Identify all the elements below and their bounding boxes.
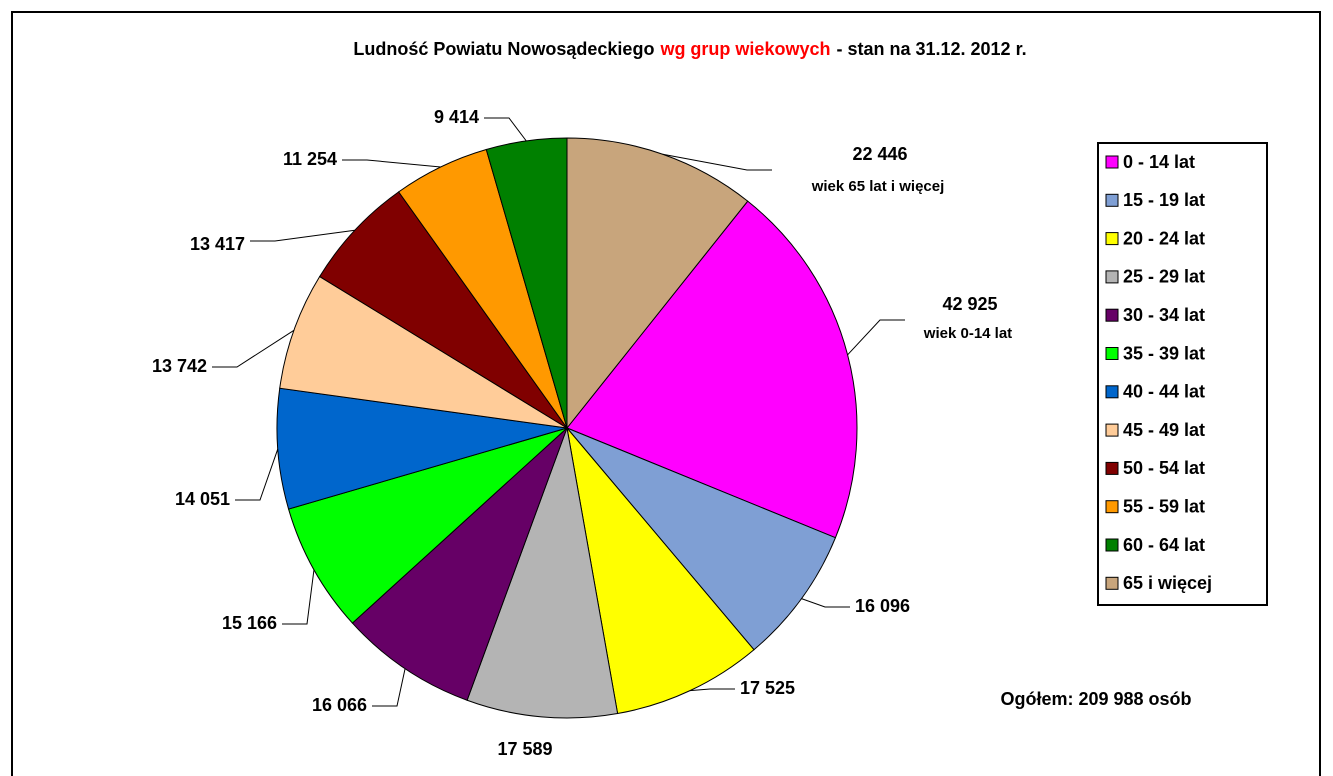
legend-label: 55 - 59 lat: [1123, 496, 1205, 516]
title-part: - stan na 31.12. 2012 r.: [836, 39, 1026, 59]
legend-label: 50 - 54 lat: [1123, 458, 1205, 478]
leader-line: [250, 229, 355, 242]
legend-label: 20 - 24 lat: [1123, 228, 1205, 248]
pie-slice: [319, 191, 568, 429]
data-label: 15 166: [222, 613, 277, 633]
pie-slice: [466, 426, 619, 719]
data-label: 9 414: [434, 107, 479, 127]
legend-swatch: [1105, 232, 1119, 246]
chart-title: Ludność Powiatu Nowosądeckiego wg grup wi…: [353, 39, 1026, 59]
legend-label: 25 - 29 lat: [1123, 267, 1205, 287]
legend-swatch: [1105, 270, 1119, 284]
legend-label: 65 i więcej: [1123, 573, 1212, 593]
legend-label: 45 - 49 lat: [1123, 420, 1205, 440]
pie-slice: [279, 275, 568, 429]
title-part: Ludność Powiatu Nowosądeckiego: [353, 39, 654, 59]
legend-swatch: [1105, 423, 1119, 437]
leader-line: [235, 448, 279, 501]
leader-line: [342, 159, 441, 168]
legend-label: 35 - 39 lat: [1123, 343, 1205, 363]
total-label: Ogółem: 209 988 osób: [1000, 689, 1191, 709]
legend-swatch: [1105, 193, 1119, 207]
annotation: wiek 0-14 lat: [923, 325, 1012, 342]
legend-swatch: [1105, 500, 1119, 514]
legend-swatch: [1105, 347, 1119, 360]
leader-line: [372, 668, 406, 707]
data-label: 17 589: [497, 739, 552, 759]
legend-swatch: [1105, 461, 1119, 475]
legend-label: 0 - 14 lat: [1123, 152, 1195, 172]
legend-swatch: [1105, 155, 1119, 169]
annotation: wiek 65 lat i więcej: [811, 178, 945, 195]
leader-line: [484, 117, 527, 142]
title-part: wg grup wiekowych: [659, 39, 830, 59]
data-label: 11 254: [283, 149, 337, 169]
legend-label: 15 - 19 lat: [1123, 190, 1205, 210]
legend-label: 40 - 44 lat: [1123, 382, 1205, 402]
leader-line: [847, 319, 905, 356]
data-label: 13 742: [152, 356, 207, 376]
legend-swatch: [1105, 576, 1119, 590]
leader-line: [212, 329, 295, 368]
pie-slice: [566, 426, 755, 715]
data-label: 14 051: [175, 489, 230, 509]
leader-line: [689, 688, 735, 692]
legend-label: 60 - 64 lat: [1123, 535, 1205, 555]
legend-swatch: [1105, 308, 1119, 322]
data-label: 42 925: [942, 294, 997, 314]
data-label: 17 525: [740, 678, 795, 698]
legend-swatch: [1105, 538, 1119, 552]
data-label: 16 096: [855, 596, 910, 616]
data-label: 13 417: [190, 234, 245, 254]
leader-line: [801, 598, 850, 608]
legend-box: [1097, 142, 1268, 606]
leader-line: [282, 569, 315, 625]
pie-slice: [566, 200, 858, 539]
legend-swatch: [1105, 385, 1119, 399]
data-label: 16 066: [312, 695, 367, 715]
leader-line: [662, 153, 772, 171]
legend-label: 30 - 34 lat: [1123, 305, 1205, 325]
data-label: 22 446: [852, 144, 907, 164]
